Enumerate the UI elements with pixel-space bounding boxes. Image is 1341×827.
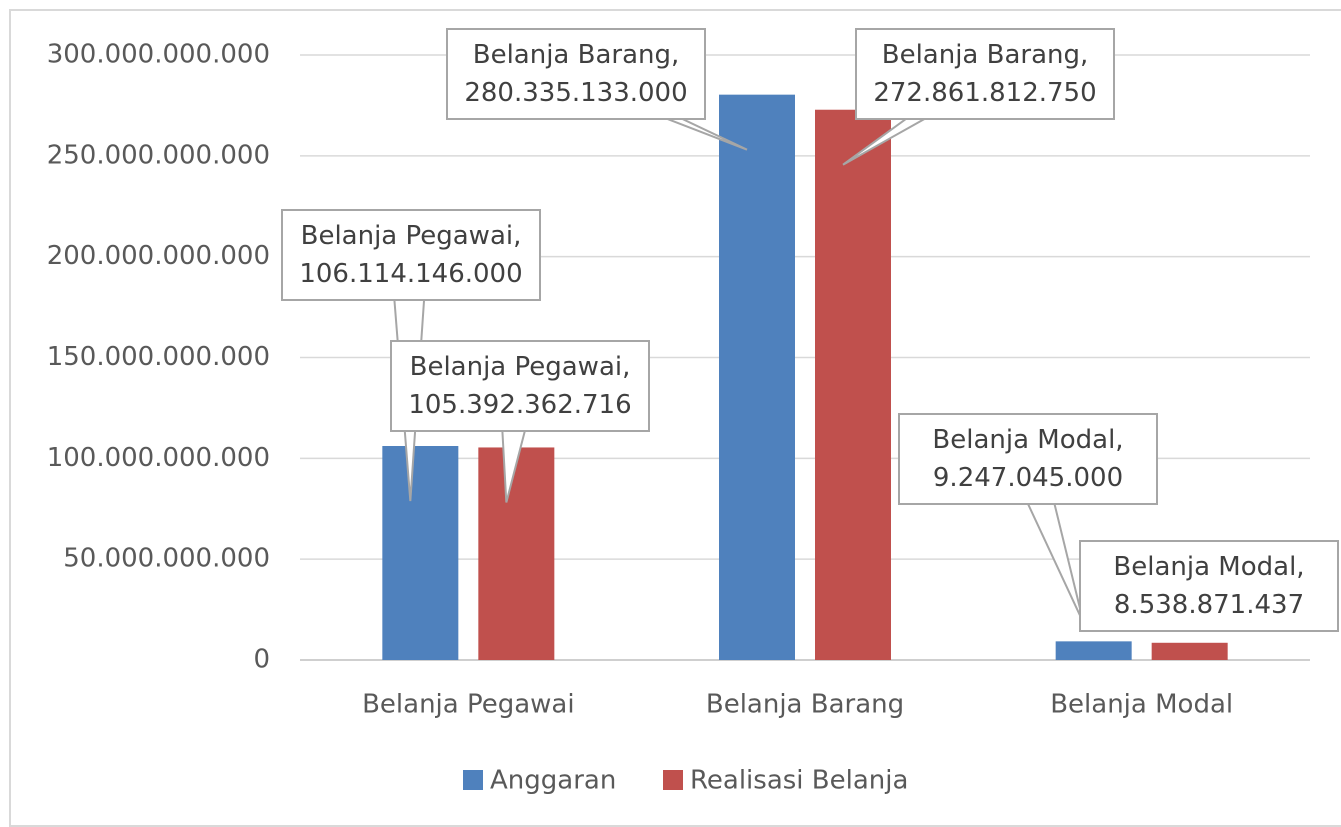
data-label: Belanja Modal, 9.247.045.000 xyxy=(898,413,1158,505)
legend-swatch xyxy=(463,770,483,790)
bar xyxy=(719,94,795,661)
data-label: Belanja Modal, 8.538.871.437 xyxy=(1079,540,1339,632)
y-tick-label: 200.000.000.000 xyxy=(47,241,270,271)
y-tick-label: 50.000.000.000 xyxy=(63,544,270,574)
data-label: Belanja Barang, 272.861.812.750 xyxy=(855,28,1115,120)
x-tick-label: Belanja Barang xyxy=(706,690,904,720)
y-tick-label: 300.000.000.000 xyxy=(47,40,270,70)
legend-label: Anggaran xyxy=(490,766,616,796)
y-tick-label: 100.000.000.000 xyxy=(47,443,270,473)
legend-swatch xyxy=(663,770,683,790)
bar xyxy=(478,447,555,660)
data-label: Belanja Pegawai, 105.392.362.716 xyxy=(390,340,650,432)
bar xyxy=(1055,641,1132,660)
data-label: Belanja Barang, 280.335.133.000 xyxy=(446,28,706,120)
bar xyxy=(382,446,459,660)
legend-label: Realisasi Belanja xyxy=(690,766,908,796)
bar xyxy=(1151,642,1228,660)
y-tick-label: 250.000.000.000 xyxy=(47,140,270,170)
y-tick-label: 150.000.000.000 xyxy=(47,342,270,372)
data-label: Belanja Pegawai, 106.114.146.000 xyxy=(281,209,541,301)
x-tick-label: Belanja Modal xyxy=(1050,690,1233,720)
y-tick-label: 0 xyxy=(253,645,270,675)
x-tick-label: Belanja Pegawai xyxy=(362,690,575,720)
chart-border xyxy=(9,9,1341,827)
bar xyxy=(815,109,891,660)
